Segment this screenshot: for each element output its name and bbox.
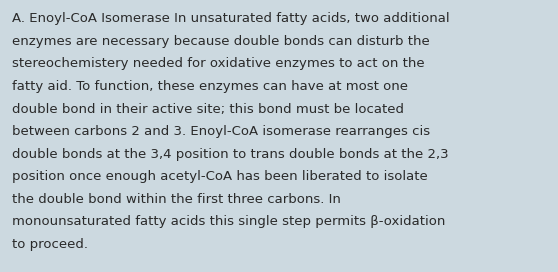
Text: double bonds at the 3,4 position to trans double bonds at the 2,3: double bonds at the 3,4 position to tran… [12, 148, 449, 161]
Text: to proceed.: to proceed. [12, 238, 88, 251]
Text: monounsaturated fatty acids this single step permits β-oxidation: monounsaturated fatty acids this single … [12, 215, 446, 228]
Text: A. Enoyl-CoA Isomerase In unsaturated fatty acids, two additional: A. Enoyl-CoA Isomerase In unsaturated fa… [12, 12, 450, 25]
Text: the double bond within the first three carbons. In: the double bond within the first three c… [12, 193, 341, 206]
Text: double bond in their active site; this bond must be located: double bond in their active site; this b… [12, 103, 405, 116]
Text: between carbons 2 and 3. Enoyl-CoA isomerase rearranges cis: between carbons 2 and 3. Enoyl-CoA isome… [12, 125, 430, 138]
Text: enzymes are necessary because double bonds can disturb the: enzymes are necessary because double bon… [12, 35, 430, 48]
Text: stereochemistery needed for oxidative enzymes to act on the: stereochemistery needed for oxidative en… [12, 57, 425, 70]
Text: fatty aid. To function, these enzymes can have at most one: fatty aid. To function, these enzymes ca… [12, 80, 408, 93]
Text: position once enough acetyl-CoA has been liberated to isolate: position once enough acetyl-CoA has been… [12, 170, 428, 183]
